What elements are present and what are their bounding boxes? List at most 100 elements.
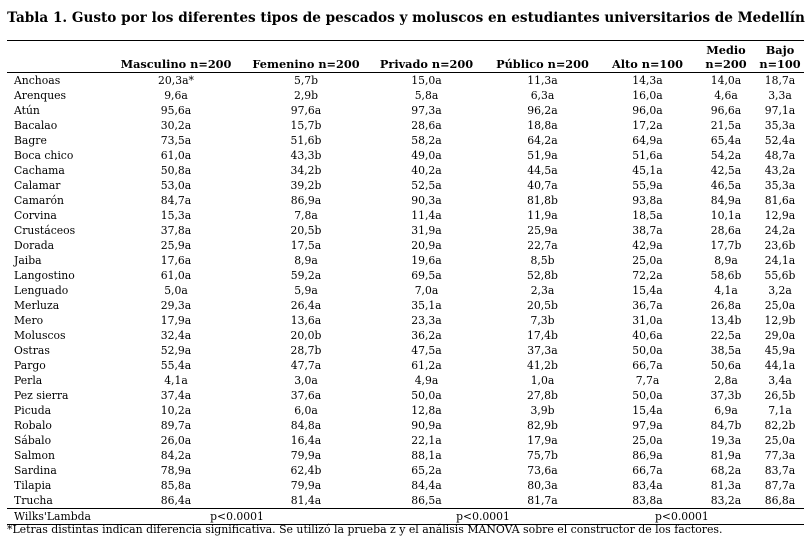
table-cell: 96,2a <box>527 104 558 117</box>
header-femenino: Femenino n=200 <box>245 40 367 73</box>
table-cell: 7,7a <box>635 374 660 387</box>
table-cell: 54,2a <box>710 149 742 162</box>
table-cell: 88,1a <box>411 449 442 462</box>
table-cell: 62,4b <box>290 464 322 477</box>
table-cell: 8,5b <box>530 254 555 267</box>
table-cell: 7,0a <box>414 284 439 297</box>
table-cell: 35,3a <box>764 179 796 192</box>
table-cell: 8,9a <box>714 254 738 267</box>
table-cell: 61,0a <box>160 269 192 282</box>
row-label: Sábalo <box>14 434 52 447</box>
table-cell: 46,5a <box>710 179 742 192</box>
row-label: Atún <box>14 104 40 117</box>
table-cell: 78,9a <box>160 464 192 477</box>
table-cell: 7,1a <box>768 404 792 417</box>
table-row: Salmon 84,2a 79,9a 88,1a 75,7b 86,9a 81,9a 77,3… <box>7 448 804 463</box>
table-cell: 84,7b <box>710 419 742 432</box>
header-blank <box>7 40 107 73</box>
row-label: Camarón <box>14 194 64 207</box>
table-cell: 4,9a <box>414 374 439 387</box>
table-cell: 87,7a <box>764 479 796 492</box>
table-cell: 43,2a <box>764 164 796 177</box>
table-cell: 44,1a <box>764 359 796 372</box>
table-cell: 55,6b <box>764 269 796 282</box>
table-cell: 3,2a <box>768 284 792 297</box>
table-cell: 81,9a <box>710 449 742 462</box>
row-label: Bagre <box>14 134 47 147</box>
header-masculino: Masculino n=200 <box>107 40 245 73</box>
table-cell: 64,9a <box>632 134 663 147</box>
table-cell: 50,6a <box>710 359 742 372</box>
header-row: Masculino n=200 Femenino n=200 Privado n… <box>7 40 804 73</box>
table-cell: 36,2a <box>411 329 442 342</box>
row-label: Ostras <box>14 344 50 357</box>
row-label: Jaiba <box>14 254 42 267</box>
row-label: Trucha <box>14 494 53 507</box>
header-privado: Privado n=200 <box>367 40 486 73</box>
table-cell: 38,5a <box>710 344 742 357</box>
table-cell: 49,0a <box>411 149 442 162</box>
table-cell: 95,6a <box>160 104 192 117</box>
table-cell: 26,8a <box>710 299 742 312</box>
table-cell: 18,8a <box>527 119 558 132</box>
table-cell: 31,9a <box>411 224 442 237</box>
table-cell: 86,9a <box>290 194 322 207</box>
table-cell: 16,0a <box>632 89 663 102</box>
table-cell: 26,4a <box>290 299 322 312</box>
table-cell: 23,3a <box>411 314 442 327</box>
table-cell: 25,0a <box>764 434 796 447</box>
table-cell: 73,6a <box>527 464 558 477</box>
table-cell: 66,7a <box>632 359 663 372</box>
row-label: Sardina <box>14 464 57 477</box>
table-row: Jaiba 17,6a 8,9a 19,6a 8,5b 25,0a 8,9a 24,1a <box>7 253 804 268</box>
table-cell: 12,8a <box>411 404 442 417</box>
table-cell: 86,8a <box>764 494 796 507</box>
wilks-stratum-value: p<0.0001 <box>599 508 804 525</box>
table-cell: 21,5a <box>710 119 742 132</box>
table-cell: 84,8a <box>290 419 322 432</box>
table-row: Corvina 15,3a 7,8a 11,4a 11,9a 18,5a 10,1a 12,9… <box>7 208 804 223</box>
row-label: Robalo <box>14 419 52 432</box>
table-cell: 15,4a <box>632 284 663 297</box>
table-cell: 37,8a <box>160 224 192 237</box>
table-row: Langostino 61,0a 59,2a 69,5a 52,8b 72,2a 58,6b… <box>7 268 804 283</box>
table-row: Sábalo 26,0a 16,4a 22,1a 17,9a 25,0a 19,3a 25,0… <box>7 433 804 448</box>
table-cell: 97,9a <box>632 419 663 432</box>
table-cell: 83,2a <box>710 494 742 507</box>
table-cell: 45,9a <box>764 344 796 357</box>
row-label: Mero <box>14 314 44 327</box>
table-cell: 36,7a <box>632 299 663 312</box>
table-cell: 18,5a <box>632 209 663 222</box>
table-cell: 3,3a <box>768 89 792 102</box>
table-cell: 79,9a <box>290 449 322 462</box>
table-cell: 10,1a <box>710 209 742 222</box>
row-label: Pargo <box>14 359 46 372</box>
table-cell: 6,0a <box>294 404 318 417</box>
table-cell: 2,8a <box>714 374 738 387</box>
table-cell: 22,7a <box>527 239 558 252</box>
table-cell: 42,5a <box>710 164 742 177</box>
table-cell: 45,1a <box>632 164 663 177</box>
table-cell: 97,1a <box>764 104 796 117</box>
table-cell: 23,6b <box>764 239 796 252</box>
table-cell: 17,4b <box>527 329 558 342</box>
table-cell: 34,2b <box>290 164 322 177</box>
table-cell: 97,6a <box>290 104 322 117</box>
table-cell: 77,3a <box>764 449 796 462</box>
table-cell: 80,3a <box>527 479 558 492</box>
table-cell: 90,9a <box>411 419 442 432</box>
table-cell: 50,0a <box>632 344 663 357</box>
table-cell: 20,3a* <box>158 74 194 87</box>
table-cell: 19,6a <box>411 254 442 267</box>
table-cell: 61,2a <box>411 359 442 372</box>
table-cell: 52,5a <box>411 179 442 192</box>
data-table: Masculino n=200 Femenino n=200 Privado n… <box>7 40 804 525</box>
table-cell: 47,5a <box>411 344 442 357</box>
table-cell: 24,1a <box>764 254 796 267</box>
table-cell: 55,9a <box>632 179 663 192</box>
table-cell: 93,8a <box>632 194 663 207</box>
table-cell: 28,6a <box>710 224 742 237</box>
row-label: Salmon <box>14 449 55 462</box>
table-cell: 66,7a <box>632 464 663 477</box>
table-cell: 97,3a <box>411 104 442 117</box>
